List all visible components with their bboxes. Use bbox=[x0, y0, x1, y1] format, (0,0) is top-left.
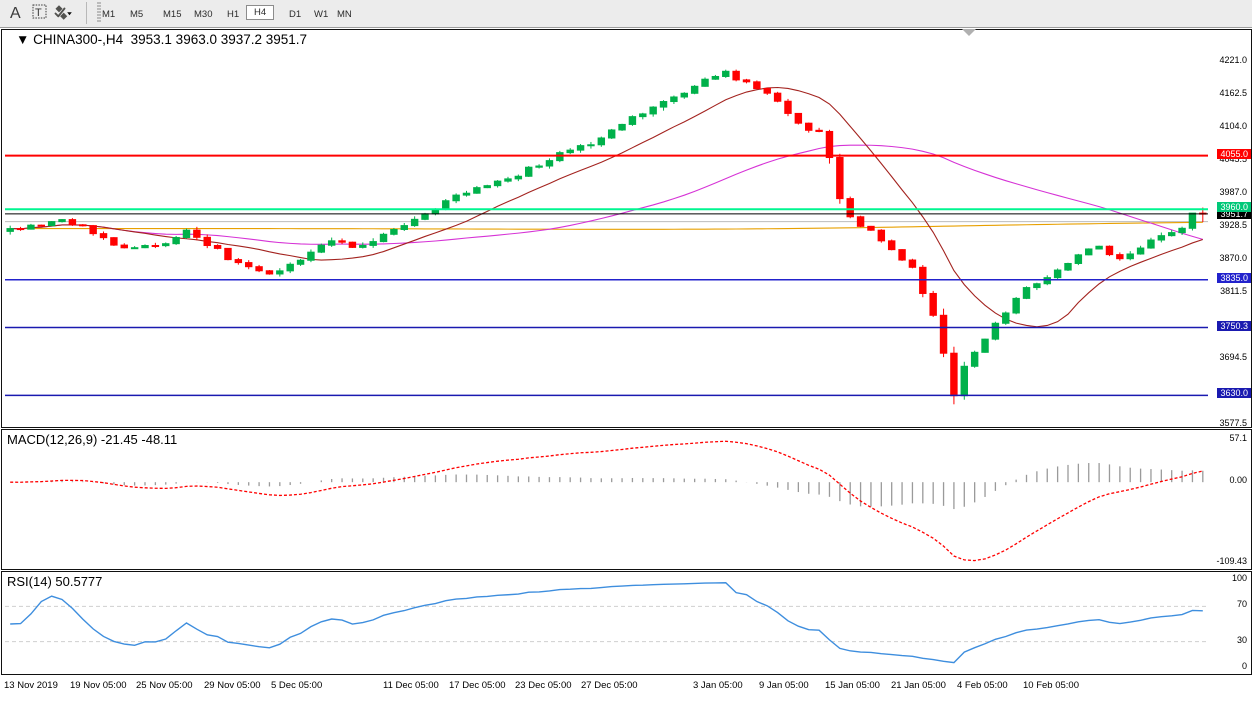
svg-text:A: A bbox=[10, 5, 21, 22]
svg-text:T: T bbox=[35, 7, 42, 19]
